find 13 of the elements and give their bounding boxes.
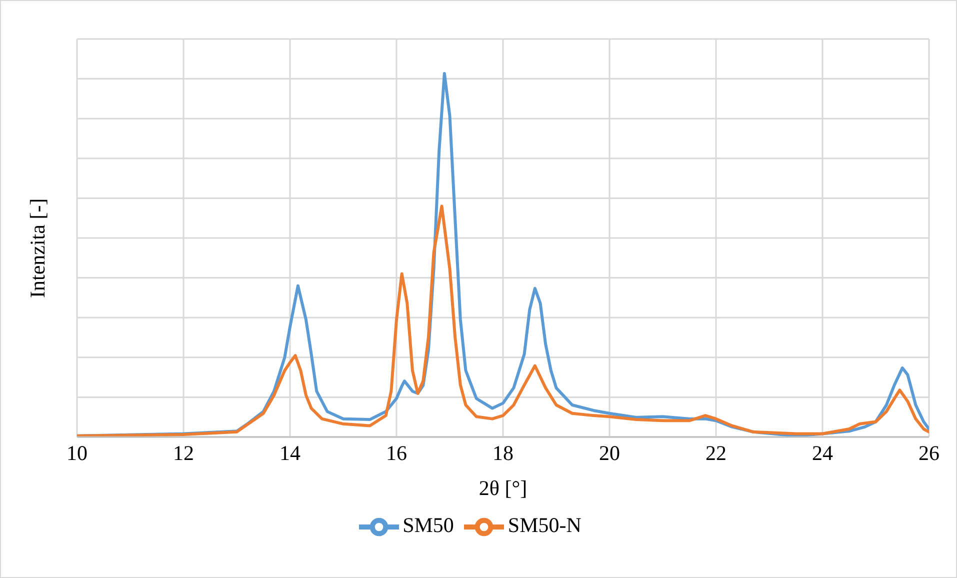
y-axis-title: Intenzita [-] [25, 198, 50, 298]
x-tick-label: 24 [812, 440, 834, 465]
x-tick-label: 18 [492, 440, 514, 465]
x-tick-label: 26 [918, 440, 940, 465]
x-tick-label: 10 [66, 440, 88, 465]
x-tick-label: 12 [173, 440, 194, 465]
x-tick-label: 22 [706, 440, 726, 465]
x-tick-label: 14 [280, 440, 301, 465]
x-tick-label: 16 [386, 440, 407, 465]
legend-label: SM50-N [508, 512, 582, 537]
legend-label: SM50 [402, 512, 454, 537]
x-axis-title: 2θ [°] [478, 476, 528, 500]
x-tick-label: 20 [599, 440, 620, 465]
